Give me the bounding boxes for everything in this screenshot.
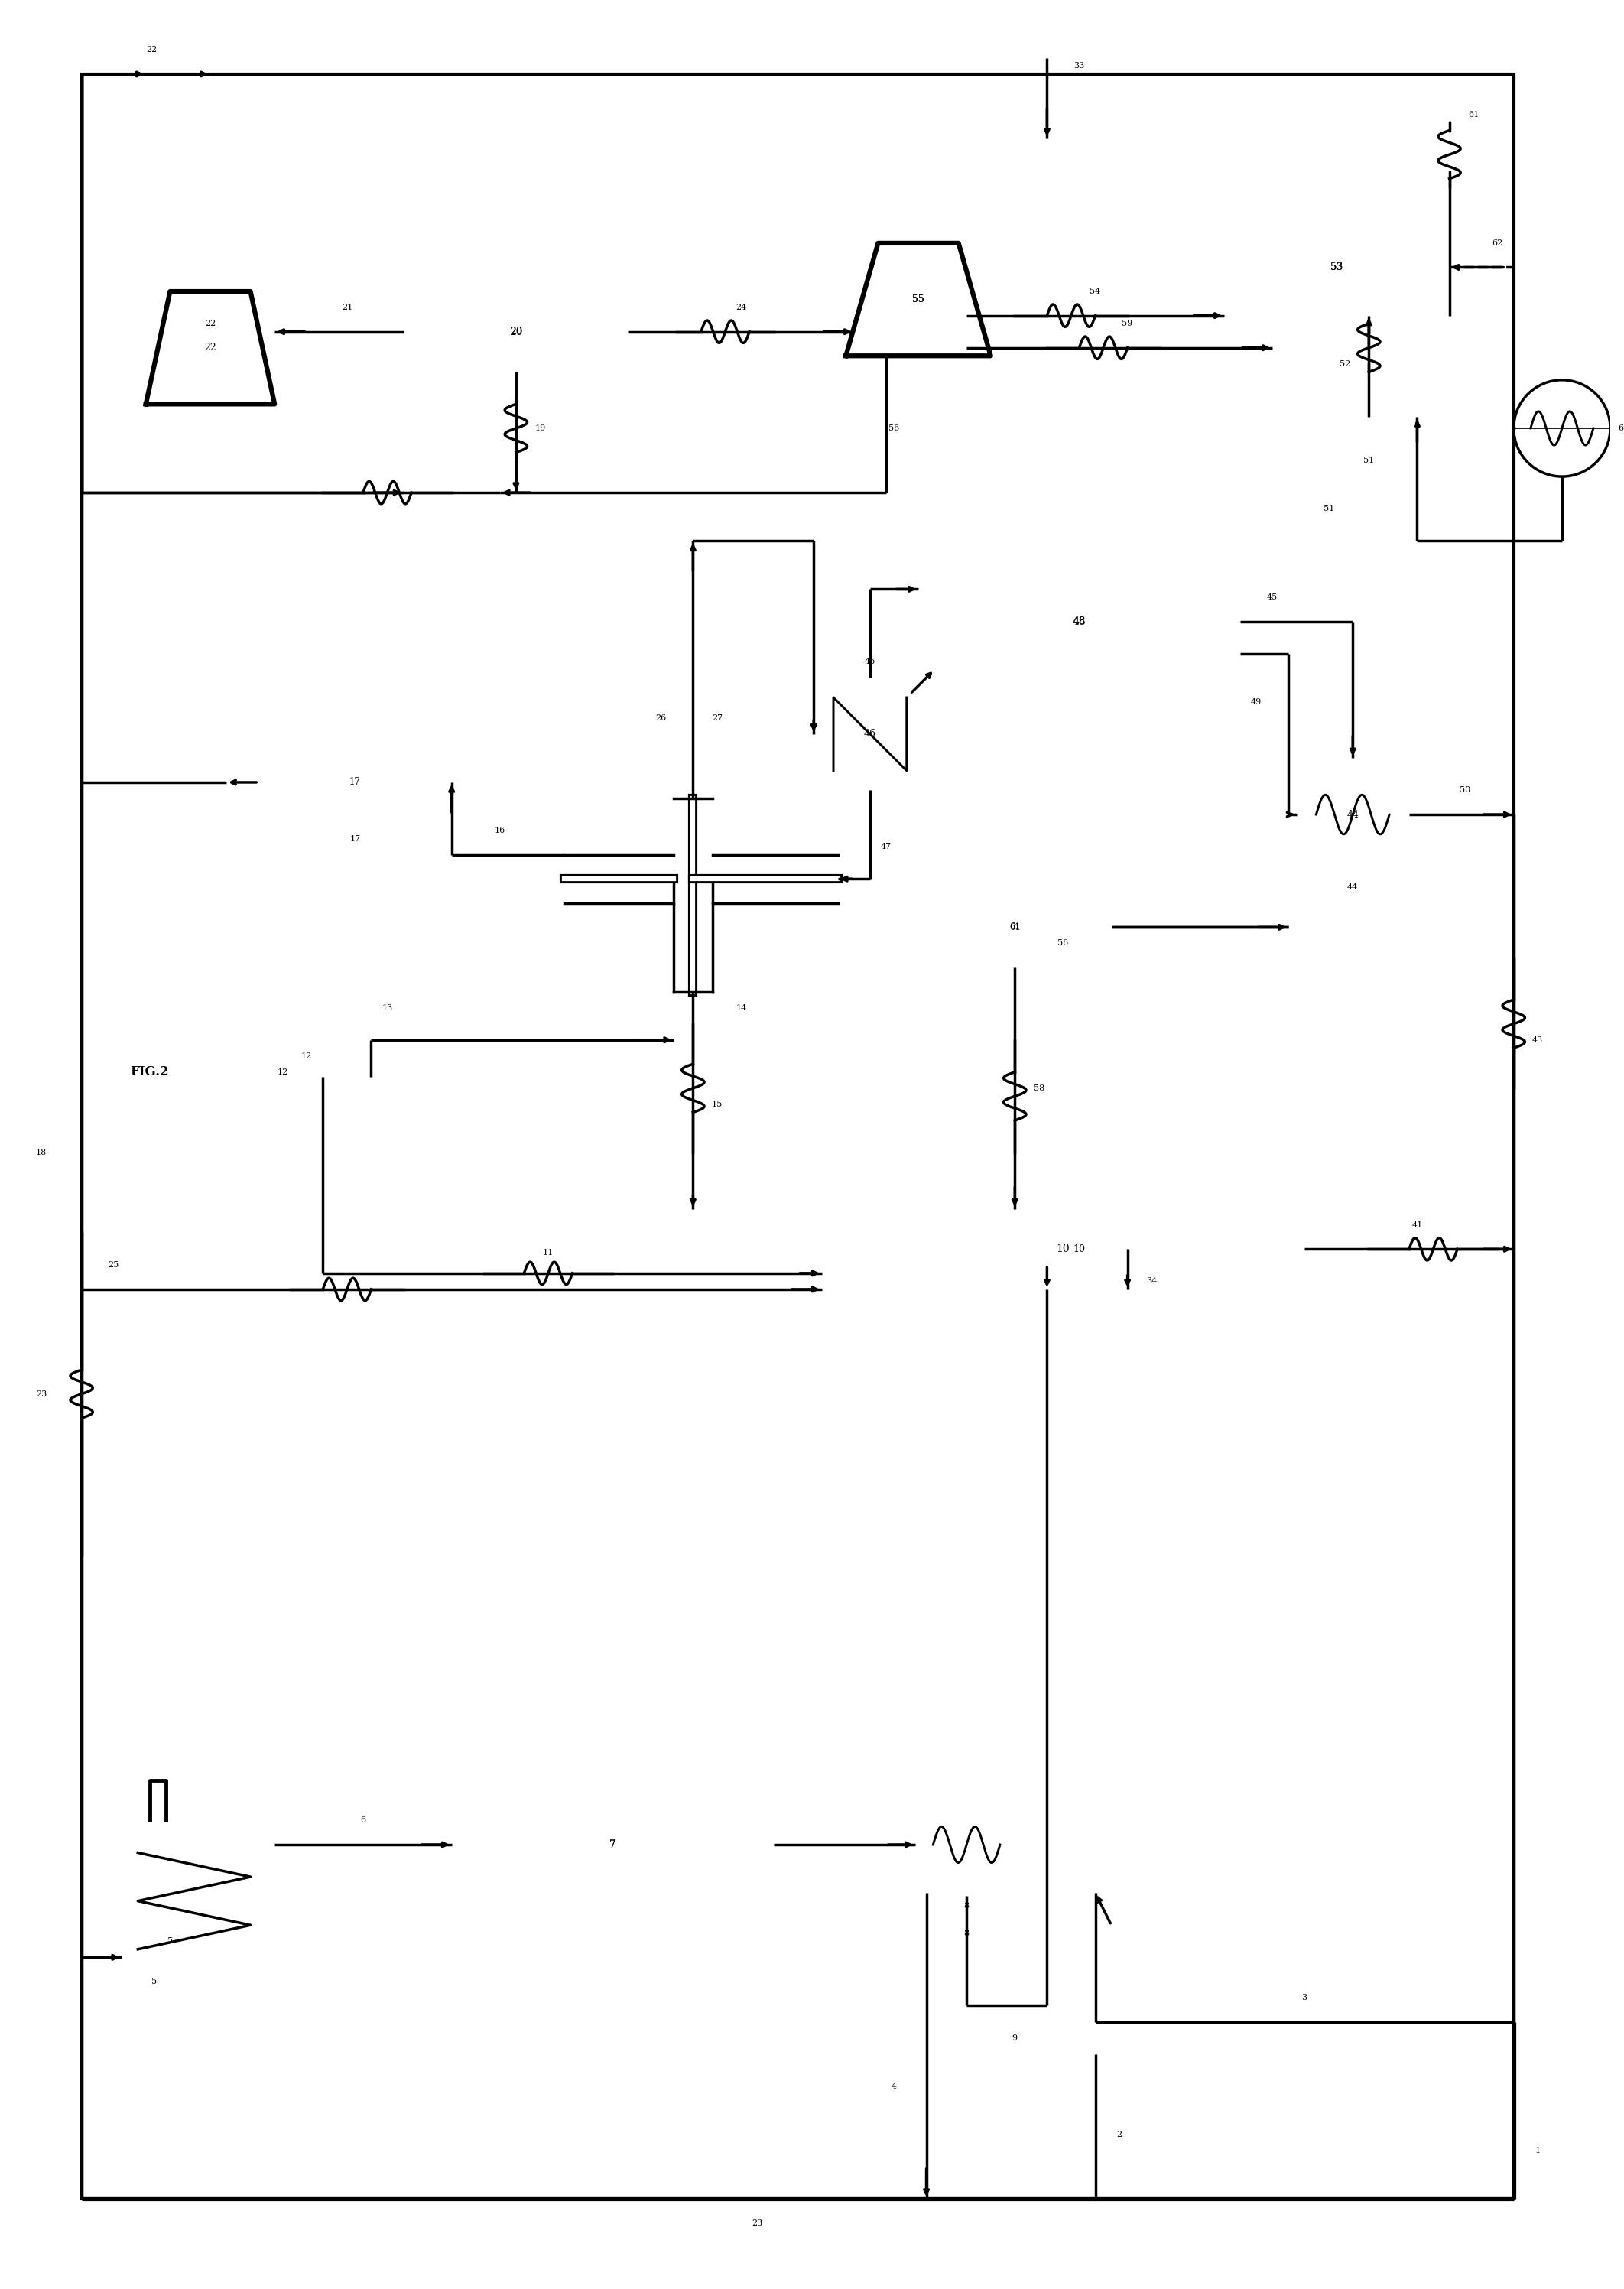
Text: 62: 62 bbox=[1492, 240, 1504, 247]
Text: 17: 17 bbox=[349, 835, 361, 842]
Text: 53: 53 bbox=[1330, 263, 1343, 272]
Text: 43: 43 bbox=[1533, 1037, 1543, 1044]
Text: 41: 41 bbox=[1411, 1220, 1423, 1229]
Text: 7: 7 bbox=[609, 1840, 615, 1850]
Text: 17: 17 bbox=[349, 778, 361, 787]
Text: 20: 20 bbox=[510, 327, 521, 336]
Text: 24: 24 bbox=[736, 304, 747, 311]
Ellipse shape bbox=[822, 1209, 895, 1289]
Bar bbox=[955, 581, 1203, 662]
Text: 5: 5 bbox=[167, 1936, 172, 1946]
Text: 26: 26 bbox=[656, 714, 666, 721]
Circle shape bbox=[914, 1792, 1018, 1895]
Text: 22: 22 bbox=[205, 320, 216, 327]
Text: 23: 23 bbox=[36, 1389, 47, 1399]
Text: 48: 48 bbox=[1072, 616, 1086, 627]
Bar bbox=[1320, 417, 1418, 504]
Text: 53: 53 bbox=[1330, 261, 1343, 272]
Text: 46: 46 bbox=[864, 730, 875, 739]
Text: 3: 3 bbox=[1302, 1994, 1307, 2001]
Text: 56: 56 bbox=[888, 423, 900, 433]
Text: 55: 55 bbox=[913, 295, 924, 304]
Text: 48: 48 bbox=[1073, 616, 1085, 627]
Text: 54: 54 bbox=[1090, 288, 1101, 295]
Bar bbox=[1267, 220, 1406, 316]
Text: 51: 51 bbox=[1364, 456, 1374, 465]
Text: 22: 22 bbox=[205, 343, 216, 353]
Ellipse shape bbox=[557, 291, 628, 371]
Text: 27: 27 bbox=[711, 714, 723, 721]
Text: 47: 47 bbox=[880, 842, 892, 852]
Text: 4: 4 bbox=[892, 2083, 896, 2090]
Text: 15: 15 bbox=[711, 1101, 723, 1108]
Text: 44: 44 bbox=[1346, 810, 1359, 819]
Text: 11: 11 bbox=[542, 1248, 554, 1257]
Text: 55: 55 bbox=[913, 295, 924, 304]
Text: 25: 25 bbox=[109, 1261, 119, 1268]
Text: 50: 50 bbox=[1460, 787, 1471, 794]
Text: 20: 20 bbox=[510, 327, 523, 336]
Text: FIG.2: FIG.2 bbox=[130, 1067, 169, 1078]
Text: 19: 19 bbox=[534, 423, 546, 433]
Circle shape bbox=[814, 678, 926, 790]
Text: 45: 45 bbox=[1267, 593, 1278, 602]
Text: 59: 59 bbox=[1122, 320, 1134, 327]
Bar bbox=[258, 742, 451, 822]
Ellipse shape bbox=[1369, 430, 1408, 492]
Text: 61: 61 bbox=[1468, 110, 1479, 119]
Ellipse shape bbox=[1328, 430, 1369, 492]
Text: 10: 10 bbox=[1056, 1243, 1070, 1254]
Text: 46: 46 bbox=[864, 657, 875, 666]
Text: 60: 60 bbox=[1618, 423, 1624, 433]
Text: 8: 8 bbox=[963, 1930, 970, 1936]
Text: 18: 18 bbox=[36, 1149, 47, 1156]
Text: 22: 22 bbox=[146, 46, 158, 55]
Text: 8: 8 bbox=[963, 1902, 970, 1909]
Bar bbox=[81, 73, 1514, 2200]
Text: 7: 7 bbox=[609, 1840, 615, 1850]
Text: 9: 9 bbox=[1012, 2035, 1018, 2042]
Ellipse shape bbox=[1363, 220, 1449, 316]
Text: 52: 52 bbox=[1340, 359, 1350, 369]
Ellipse shape bbox=[1233, 1209, 1304, 1289]
Text: 14: 14 bbox=[736, 1005, 747, 1012]
Circle shape bbox=[1514, 380, 1611, 476]
Text: 51: 51 bbox=[1324, 506, 1333, 513]
Bar bbox=[274, 1003, 372, 1076]
Text: 6: 6 bbox=[361, 1817, 365, 1824]
Ellipse shape bbox=[323, 1014, 356, 1064]
Text: 56: 56 bbox=[1057, 938, 1069, 948]
Bar bbox=[857, 1209, 1268, 1289]
Text: 33: 33 bbox=[1073, 62, 1085, 71]
Text: 1: 1 bbox=[1535, 2147, 1541, 2154]
Text: 2: 2 bbox=[1117, 2131, 1122, 2138]
Text: 23: 23 bbox=[752, 2218, 763, 2227]
Text: 16: 16 bbox=[494, 826, 505, 835]
Ellipse shape bbox=[403, 291, 476, 371]
Bar bbox=[440, 291, 593, 371]
Ellipse shape bbox=[918, 581, 991, 662]
Bar bbox=[122, 1820, 266, 1998]
Text: 61: 61 bbox=[1009, 922, 1020, 932]
Text: 21: 21 bbox=[341, 304, 352, 311]
Text: 13: 13 bbox=[382, 1005, 393, 1012]
Text: 61: 61 bbox=[1010, 922, 1020, 932]
Text: 58: 58 bbox=[1033, 1085, 1044, 1092]
Ellipse shape bbox=[1224, 220, 1311, 316]
Circle shape bbox=[1296, 758, 1410, 870]
Ellipse shape bbox=[291, 1014, 323, 1064]
Text: 12: 12 bbox=[278, 1069, 287, 1076]
Ellipse shape bbox=[687, 1797, 773, 1893]
Text: 34: 34 bbox=[1147, 1277, 1156, 1284]
Text: 12: 12 bbox=[302, 1053, 312, 1060]
Text: 10: 10 bbox=[1073, 1245, 1085, 1254]
Ellipse shape bbox=[1168, 581, 1241, 662]
Text: 44: 44 bbox=[1348, 884, 1358, 890]
Bar bbox=[918, 886, 1111, 968]
Bar bbox=[495, 1797, 731, 1893]
Text: 5: 5 bbox=[151, 1978, 156, 1985]
Ellipse shape bbox=[451, 1797, 539, 1893]
Text: 49: 49 bbox=[1250, 698, 1262, 705]
